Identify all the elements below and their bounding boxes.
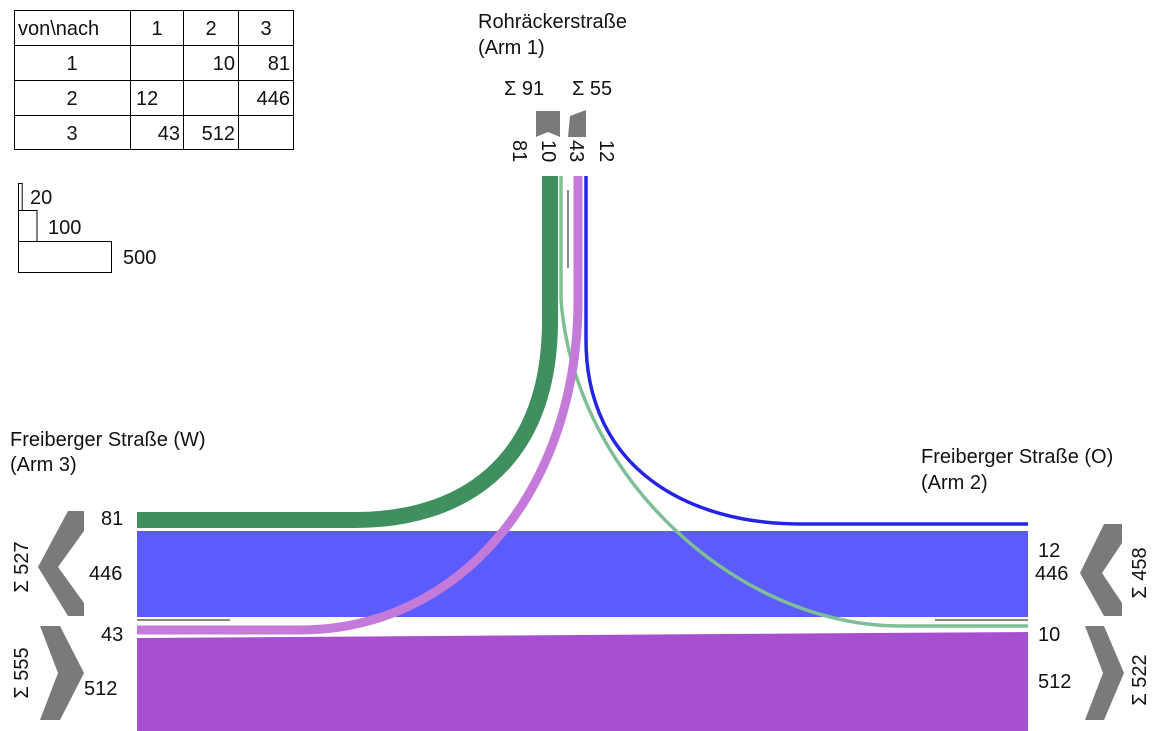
arm1-sum-out: Σ 91 [504,78,544,100]
matrix-row-label: 3 [66,123,77,145]
matrix-cell: 12 [136,88,158,110]
flow-1-to-3 [137,176,558,528]
flow-label: 43 [101,624,123,646]
scale-legend: 20 100 500 [18,183,156,273]
arm2-title: Freiberger Straße (O) [921,446,1113,468]
arm2-sum-in: Σ 458 [1129,547,1151,598]
scale-label-100: 100 [48,217,81,239]
matrix-row-label: 1 [66,53,77,75]
flow-label: 43 [565,140,587,162]
chevrons [38,110,1124,720]
matrix-cell: 512 [202,123,235,145]
flow-label: 81 [101,508,123,530]
arm1-subtitle: (Arm 1) [478,37,545,59]
matrix-cell: 446 [257,88,290,110]
flow-bands [137,176,1028,731]
flow-3-to-2 [137,632,1028,731]
matrix-row-label: 2 [66,88,77,110]
flow-label: 12 [595,140,617,162]
flow-3-to-1 [137,176,583,635]
arm2-sum-out: Σ 522 [1129,654,1151,705]
matrix-cell: 81 [268,53,290,75]
flow-2-to-3 [137,531,1028,617]
arm3-title: Freiberger Straße (W) [10,429,206,451]
arm3-sum-out: Σ 555 [11,647,33,698]
scale-label-500: 500 [123,247,156,269]
matrix-corner: von\nach [18,18,99,40]
chevron-left-icon [38,511,84,616]
scale-box-500 [18,241,112,273]
flow-label: 446 [1035,563,1068,585]
arrow-down-icon [536,111,560,137]
flow-label: 446 [89,563,122,585]
flow-label: 81 [508,140,530,162]
flow-label: 512 [84,678,117,700]
chevron-right-icon [40,626,84,720]
scale-box-20 [18,183,23,211]
scale-label-20: 20 [30,187,52,209]
chevron-left-icon [1080,524,1122,616]
od-matrix: von\nach 1 2 3 1 10 81 2 12 446 3 43 512 [14,10,294,150]
matrix-col-header: 2 [205,18,216,40]
arm2-subtitle: (Arm 2) [921,472,988,494]
flow-label: 10 [1038,624,1060,646]
matrix-cell: 10 [213,53,235,75]
matrix-col-header: 3 [260,18,271,40]
chevron-right-icon [1085,626,1124,720]
matrix-cell: 43 [158,123,180,145]
scale-box-100 [18,210,38,242]
arm3-subtitle: (Arm 3) [10,454,77,476]
flow-2-to-1 [584,176,1028,526]
arm1-sum-in: Σ 55 [572,78,612,100]
flow-label: 512 [1038,671,1071,693]
arm1-title: Rohräckerstraße [478,11,627,33]
matrix-col-header: 1 [151,18,162,40]
flow-label: 10 [537,140,559,162]
flow-label: 12 [1038,540,1060,562]
arrow-up-icon [568,110,586,137]
arm3-sum-in: Σ 527 [11,541,33,592]
